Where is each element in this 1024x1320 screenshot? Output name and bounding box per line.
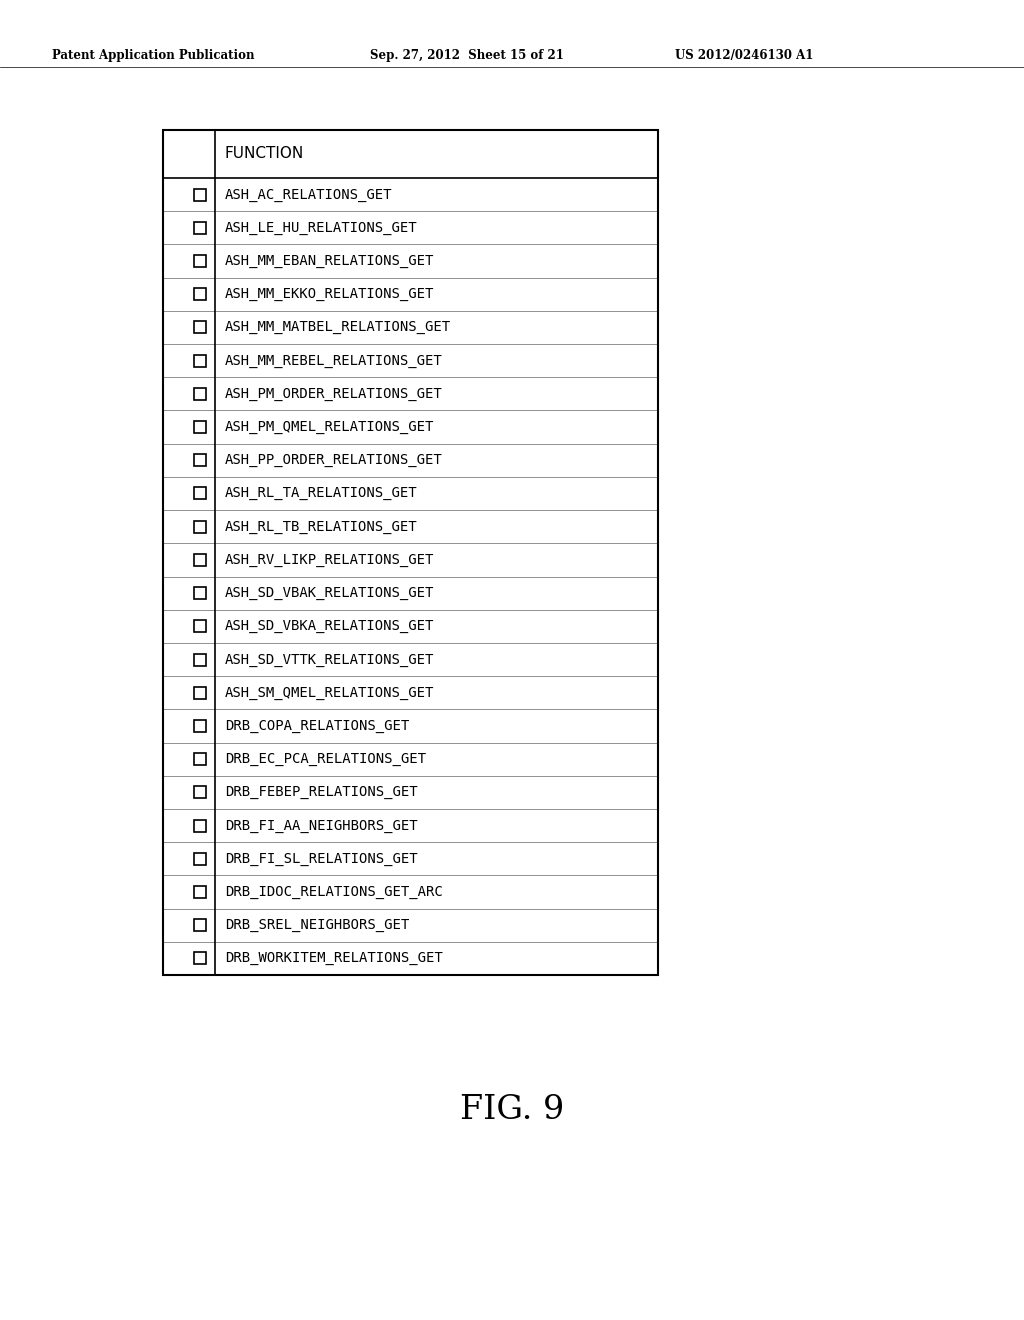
Bar: [194, 919, 206, 931]
Bar: [194, 222, 206, 234]
Text: DRB_SREL_NEIGHBORS_GET: DRB_SREL_NEIGHBORS_GET: [225, 919, 410, 932]
Text: DRB_FI_SL_RELATIONS_GET: DRB_FI_SL_RELATIONS_GET: [225, 851, 418, 866]
Bar: [194, 853, 206, 865]
Text: DRB_FI_AA_NEIGHBORS_GET: DRB_FI_AA_NEIGHBORS_GET: [225, 818, 418, 833]
Bar: [194, 719, 206, 731]
Bar: [194, 322, 206, 334]
Text: DRB_WORKITEM_RELATIONS_GET: DRB_WORKITEM_RELATIONS_GET: [225, 952, 442, 965]
Bar: [194, 653, 206, 665]
Text: US 2012/0246130 A1: US 2012/0246130 A1: [675, 49, 813, 62]
Text: Sep. 27, 2012  Sheet 15 of 21: Sep. 27, 2012 Sheet 15 of 21: [370, 49, 564, 62]
Text: ASH_SD_VTTK_RELATIONS_GET: ASH_SD_VTTK_RELATIONS_GET: [225, 652, 434, 667]
Bar: [194, 421, 206, 433]
Text: DRB_EC_PCA_RELATIONS_GET: DRB_EC_PCA_RELATIONS_GET: [225, 752, 426, 766]
Text: ASH_MM_EBAN_RELATIONS_GET: ASH_MM_EBAN_RELATIONS_GET: [225, 253, 434, 268]
Bar: [194, 686, 206, 698]
Bar: [163, 129, 658, 975]
Bar: [194, 554, 206, 566]
Bar: [194, 787, 206, 799]
Text: ASH_MM_MATBEL_RELATIONS_GET: ASH_MM_MATBEL_RELATIONS_GET: [225, 321, 452, 334]
Text: FUNCTION: FUNCTION: [225, 147, 304, 161]
Bar: [194, 487, 206, 499]
Bar: [194, 355, 206, 367]
Text: ASH_PM_ORDER_RELATIONS_GET: ASH_PM_ORDER_RELATIONS_GET: [225, 387, 442, 401]
Text: DRB_COPA_RELATIONS_GET: DRB_COPA_RELATIONS_GET: [225, 719, 410, 733]
Bar: [194, 255, 206, 267]
Bar: [194, 886, 206, 898]
Text: DRB_IDOC_RELATIONS_GET_ARC: DRB_IDOC_RELATIONS_GET_ARC: [225, 884, 442, 899]
Text: DRB_FEBEP_RELATIONS_GET: DRB_FEBEP_RELATIONS_GET: [225, 785, 418, 800]
Bar: [194, 288, 206, 300]
Bar: [194, 189, 206, 201]
Text: ASH_MM_EKKO_RELATIONS_GET: ASH_MM_EKKO_RELATIONS_GET: [225, 288, 434, 301]
Text: ASH_RV_LIKP_RELATIONS_GET: ASH_RV_LIKP_RELATIONS_GET: [225, 553, 434, 566]
Text: FIG. 9: FIG. 9: [460, 1094, 564, 1126]
Text: ASH_SD_VBAK_RELATIONS_GET: ASH_SD_VBAK_RELATIONS_GET: [225, 586, 434, 601]
Text: ASH_PM_QMEL_RELATIONS_GET: ASH_PM_QMEL_RELATIONS_GET: [225, 420, 434, 434]
Text: ASH_PP_ORDER_RELATIONS_GET: ASH_PP_ORDER_RELATIONS_GET: [225, 453, 442, 467]
Bar: [194, 820, 206, 832]
Text: ASH_SM_QMEL_RELATIONS_GET: ASH_SM_QMEL_RELATIONS_GET: [225, 685, 434, 700]
Text: ASH_AC_RELATIONS_GET: ASH_AC_RELATIONS_GET: [225, 187, 392, 202]
Bar: [194, 388, 206, 400]
Text: ASH_SD_VBKA_RELATIONS_GET: ASH_SD_VBKA_RELATIONS_GET: [225, 619, 434, 634]
Bar: [194, 587, 206, 599]
Bar: [194, 953, 206, 965]
Text: ASH_LE_HU_RELATIONS_GET: ASH_LE_HU_RELATIONS_GET: [225, 220, 418, 235]
Text: ASH_RL_TB_RELATIONS_GET: ASH_RL_TB_RELATIONS_GET: [225, 520, 418, 533]
Text: ASH_RL_TA_RELATIONS_GET: ASH_RL_TA_RELATIONS_GET: [225, 487, 418, 500]
Text: Patent Application Publication: Patent Application Publication: [52, 49, 255, 62]
Bar: [194, 454, 206, 466]
Bar: [194, 520, 206, 533]
Bar: [194, 620, 206, 632]
Text: ASH_MM_REBEL_RELATIONS_GET: ASH_MM_REBEL_RELATIONS_GET: [225, 354, 442, 368]
Bar: [194, 754, 206, 766]
